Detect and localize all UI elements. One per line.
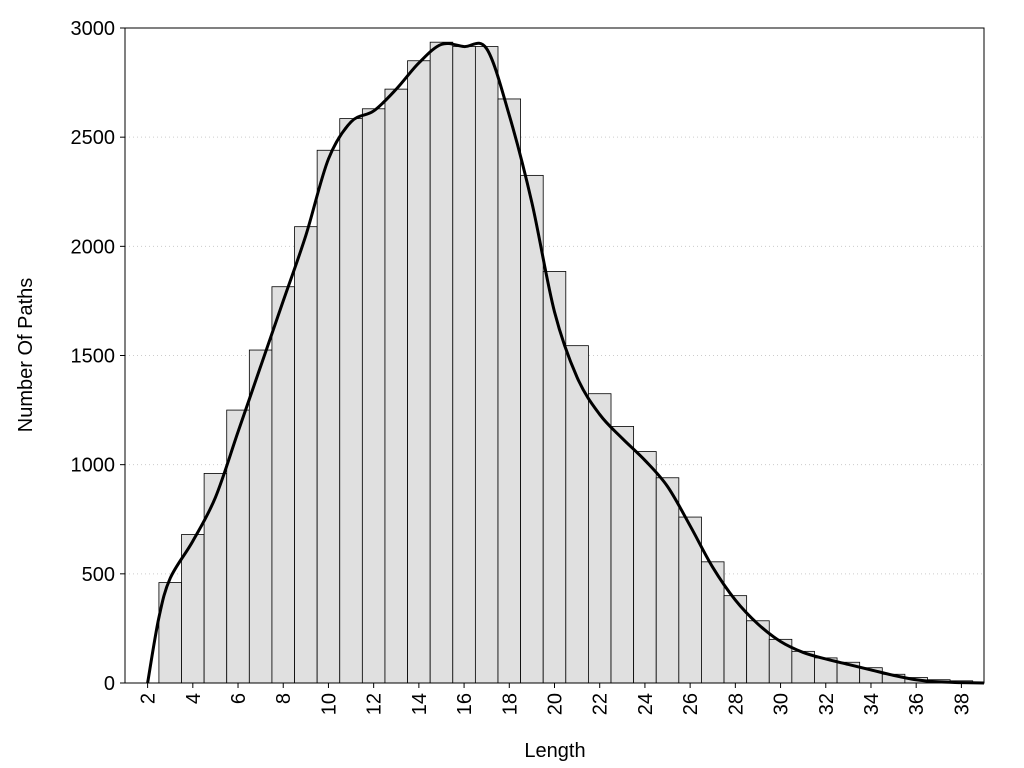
bar — [565, 345, 589, 684]
y-tick-label: 1500 — [71, 346, 116, 368]
x-tick-label: 20 — [545, 693, 567, 715]
x-tick-label: 18 — [499, 693, 521, 715]
x-tick-label: 22 — [590, 693, 612, 715]
x-tick-label: 14 — [409, 693, 431, 715]
y-tick-label: 2500 — [71, 127, 116, 149]
curve — [146, 41, 985, 685]
bar — [294, 226, 318, 684]
bar — [384, 88, 408, 684]
x-tick-label: 12 — [364, 693, 386, 715]
y-tick-label: 2000 — [71, 236, 116, 258]
bar — [633, 451, 657, 684]
bar — [429, 41, 454, 684]
bar — [407, 60, 431, 684]
bar — [339, 118, 363, 684]
bar — [452, 46, 476, 684]
bar — [181, 534, 205, 684]
plot-frame — [124, 27, 985, 684]
x-tick-label: 2 — [138, 693, 160, 704]
bar — [361, 108, 386, 684]
x-tick-label: 34 — [861, 693, 883, 715]
x-tick-label: 16 — [454, 693, 476, 715]
y-tick-label: 3000 — [71, 18, 116, 40]
bar — [497, 98, 521, 684]
x-tick-label: 4 — [183, 693, 205, 704]
y-tick-label: 0 — [104, 673, 115, 695]
x-tick-label: 36 — [906, 693, 928, 715]
x-tick-label: 32 — [816, 693, 838, 715]
bar — [520, 174, 544, 684]
x-tick-label: 28 — [725, 693, 747, 715]
x-tick-label: 6 — [228, 693, 250, 704]
x-tick-label: 10 — [318, 693, 340, 715]
y-tick-label: 1000 — [71, 455, 116, 477]
y-tick-label: 500 — [82, 564, 115, 586]
bar — [610, 426, 635, 684]
bar — [271, 286, 295, 684]
y-axis-label: Number Of Paths — [15, 278, 37, 433]
x-tick-label: 8 — [273, 693, 295, 704]
bar — [542, 271, 567, 684]
bar — [474, 46, 499, 684]
bar — [203, 472, 228, 684]
bar — [655, 477, 680, 684]
x-tick-label: 30 — [771, 693, 793, 715]
x-tick-label: 26 — [680, 693, 702, 715]
x-tick-label: 24 — [635, 693, 657, 715]
x-axis-label: Length — [524, 740, 585, 762]
bar — [588, 393, 612, 684]
x-tick-label: 38 — [951, 693, 973, 715]
bar — [248, 349, 273, 684]
bar — [316, 149, 341, 684]
